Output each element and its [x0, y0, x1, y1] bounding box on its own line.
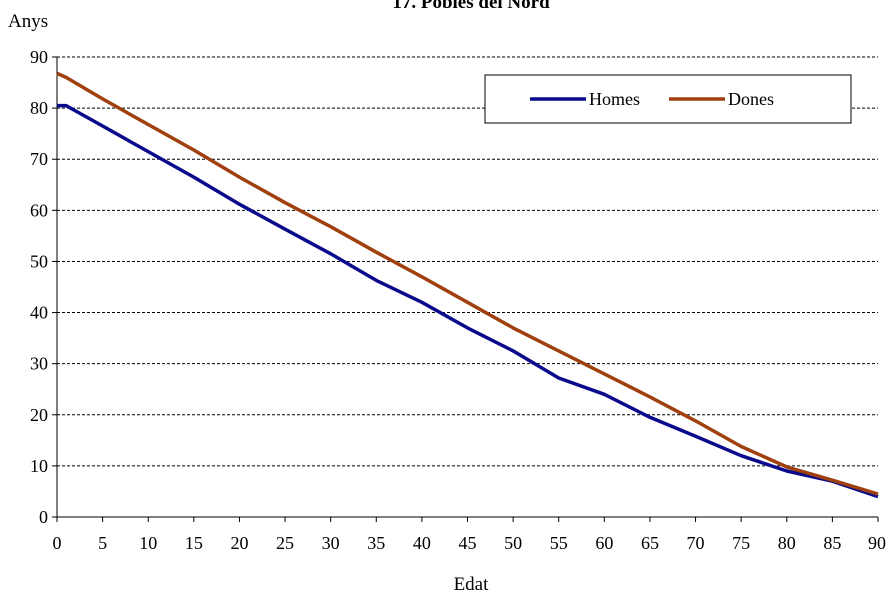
grid-lines: [57, 56, 878, 467]
series-line-dones: [56, 71, 879, 496]
chart-title: 17. Pobles del Nord: [392, 0, 550, 13]
x-tick-labels: 0 5 10 15 20 25 30 35 40 45 50 55 60 65 70 75 80 85 90: [53, 517, 886, 553]
x-tick-label-40: 40: [413, 533, 431, 553]
x-tick-label-50: 50: [504, 533, 522, 553]
y-tick-label-40: 40: [30, 303, 48, 323]
axes: [56, 57, 878, 518]
x-tick-label-80: 80: [778, 533, 796, 553]
x-tick-label-85: 85: [823, 533, 841, 553]
y-tick-label-60: 60: [30, 200, 48, 220]
y-tick-labels: 0 10 20 30 40 50 60 70 80 90: [30, 47, 57, 527]
x-tick-label-35: 35: [367, 533, 385, 553]
x-tick-label-65: 65: [641, 533, 659, 553]
y-tick-label-70: 70: [30, 149, 48, 169]
x-tick-label-0: 0: [53, 533, 62, 553]
y-tick-label-90: 90: [30, 47, 48, 67]
x-tick-label-45: 45: [459, 533, 477, 553]
x-tick-label-70: 70: [687, 533, 705, 553]
y-tick-label-0: 0: [39, 507, 48, 527]
x-tick-label-55: 55: [550, 533, 568, 553]
series-lines: [56, 71, 879, 499]
x-tick-label-90: 90: [868, 533, 886, 553]
x-tick-label-15: 15: [185, 533, 203, 553]
legend-label-homes: Homes: [589, 89, 640, 109]
y-tick-label-30: 30: [30, 354, 48, 374]
x-tick-label-75: 75: [732, 533, 750, 553]
x-axis-title: Edat: [454, 574, 490, 595]
series-line-homes: [57, 103, 879, 499]
x-tick-label-30: 30: [322, 533, 340, 553]
x-tick-label-20: 20: [230, 533, 248, 553]
y-tick-label-80: 80: [30, 98, 48, 118]
x-tick-label-60: 60: [595, 533, 613, 553]
x-tick-label-25: 25: [276, 533, 294, 553]
x-tick-label-5: 5: [98, 533, 107, 553]
y-tick-label-10: 10: [30, 456, 48, 476]
legend-label-dones: Dones: [728, 89, 774, 109]
x-tick-label-10: 10: [139, 533, 157, 553]
y-axis-title: Anys: [8, 11, 48, 32]
y-tick-label-50: 50: [30, 251, 48, 271]
y-tick-label-20: 20: [30, 405, 48, 425]
legend: Homes Dones: [484, 74, 852, 124]
